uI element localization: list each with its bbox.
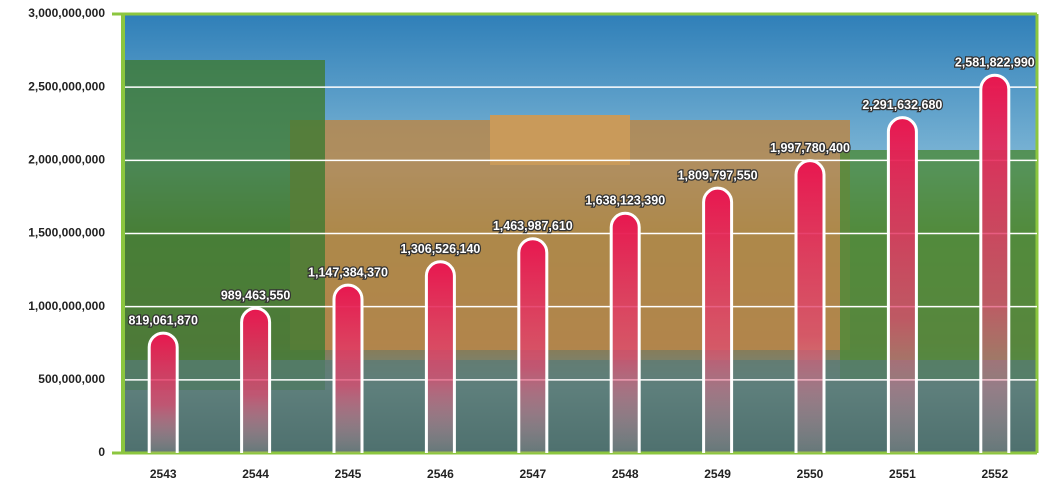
value-label: 2,291,632,680 bbox=[862, 98, 942, 112]
y-tick-label: 3,000,000,000 bbox=[28, 6, 105, 20]
x-tick-label: 2552 bbox=[981, 467, 1008, 481]
value-label: 1,147,384,370 bbox=[308, 265, 388, 279]
y-tick-label: 1,500,000,000 bbox=[28, 226, 105, 240]
chart: 0 500,000,000 1,000,000,000 1,500,000,000 2,… bbox=[0, 0, 1041, 495]
value-label: 1,997,780,400 bbox=[770, 141, 850, 155]
y-tick-label: 2,500,000,000 bbox=[28, 79, 105, 93]
bar bbox=[149, 333, 177, 453]
bar bbox=[796, 161, 824, 453]
x-tick-label: 2546 bbox=[427, 467, 454, 481]
value-label: 1,463,987,610 bbox=[493, 219, 573, 233]
value-label: 989,463,550 bbox=[221, 289, 291, 303]
x-tick-label: 2548 bbox=[612, 467, 639, 481]
y-tick-label: 2,000,000,000 bbox=[28, 153, 105, 167]
x-tick-label: 2547 bbox=[519, 467, 546, 481]
bar bbox=[519, 239, 547, 453]
bar bbox=[704, 188, 732, 453]
x-tick-label: 2543 bbox=[150, 467, 177, 481]
x-tick-label: 2549 bbox=[704, 467, 731, 481]
bar bbox=[611, 213, 639, 453]
bar bbox=[242, 308, 270, 453]
value-label: 1,306,526,140 bbox=[400, 242, 480, 256]
x-tick-label: 2550 bbox=[797, 467, 824, 481]
y-tick-label: 1,000,000,000 bbox=[28, 299, 105, 313]
value-label: 1,809,797,550 bbox=[678, 168, 758, 182]
value-label: 819,061,870 bbox=[128, 313, 198, 327]
y-tick-label: 0 bbox=[98, 445, 105, 459]
value-label: 1,638,123,390 bbox=[585, 194, 665, 208]
x-tick-label: 2544 bbox=[242, 467, 269, 481]
bar bbox=[888, 118, 916, 453]
bar bbox=[981, 75, 1009, 453]
bar bbox=[334, 285, 362, 453]
x-tick-label: 2545 bbox=[335, 467, 362, 481]
x-tick-label: 2551 bbox=[889, 467, 916, 481]
value-label: 2,581,822,990 bbox=[955, 55, 1035, 69]
bar bbox=[426, 262, 454, 453]
y-tick-label: 500,000,000 bbox=[38, 372, 105, 386]
